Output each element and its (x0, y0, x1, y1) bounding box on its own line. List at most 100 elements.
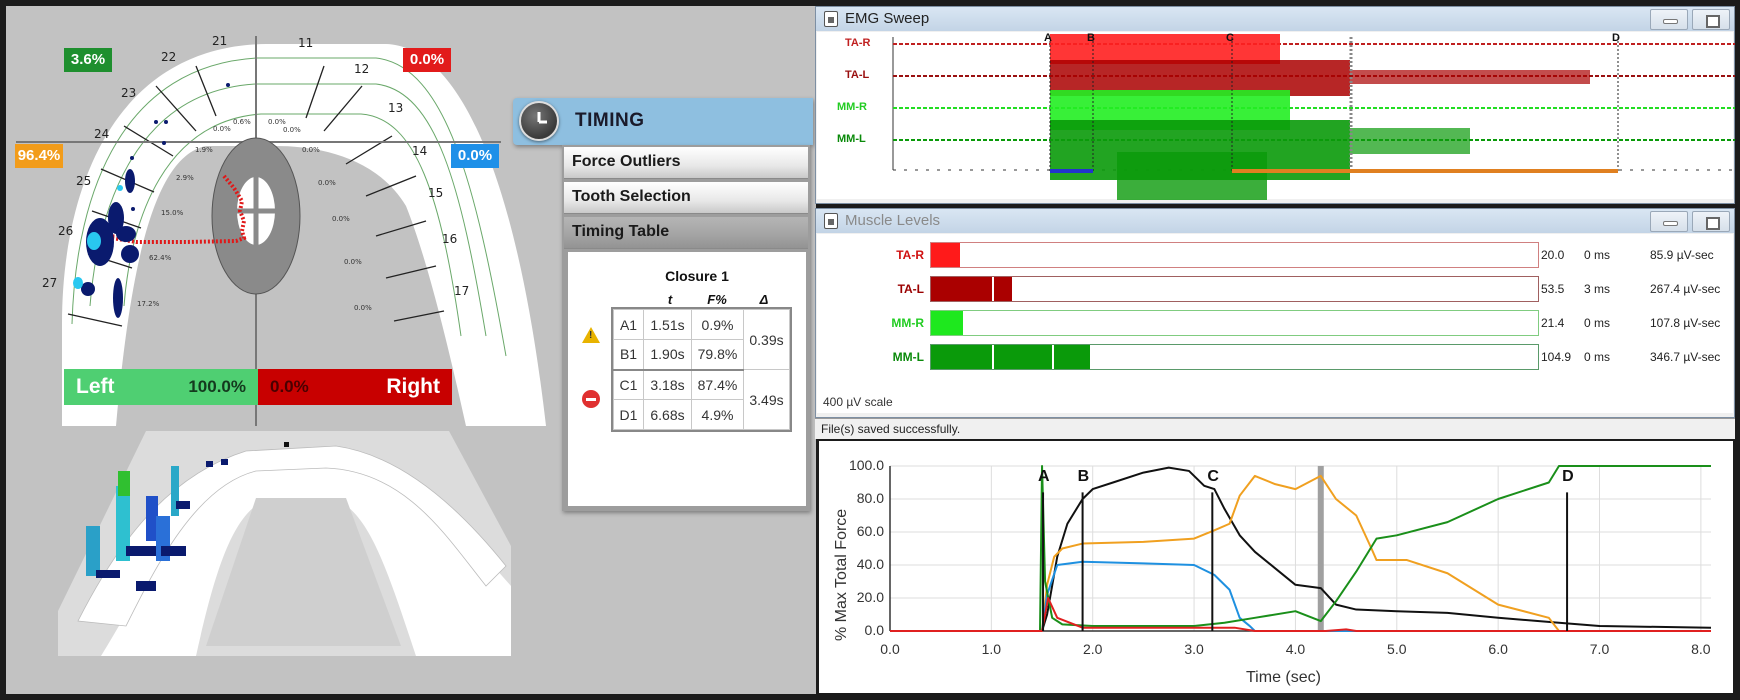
force-plot-area[interactable] (819, 441, 1733, 693)
maximize-button[interactable] (1692, 211, 1730, 232)
row-id: B1 (613, 339, 644, 371)
col-head-fpct: F% (707, 292, 727, 307)
force-marker-c[interactable]: C (1207, 468, 1219, 485)
tooth-pct-16: 0.0% (344, 258, 362, 266)
table-row[interactable]: C1 3.18s 87.4% 3.49s (613, 369, 790, 430)
x-tick-label: 7.0 (1589, 641, 1610, 657)
muscle-label-mm-l: MM-L (892, 350, 924, 364)
force-marker-d[interactable]: D (1562, 468, 1574, 485)
tooth-label-26[interactable]: 26 (58, 224, 74, 238)
x-tick-label: 3.0 (1184, 641, 1204, 657)
left-value: 100.0% (188, 377, 246, 396)
muscle-delay: 0 ms (1584, 316, 1611, 330)
row-t: 1.90s (643, 339, 692, 371)
menu-timing-table[interactable]: Timing Table (564, 217, 808, 249)
force-vs-time-chart[interactable]: 0.0 1.0 2.0 3.0 4.0 5.0 6.0 7.0 8.0 0.0 20.0 40.0 60… (819, 441, 1733, 693)
table-row[interactable]: D1 6.68s 4.9% (613, 399, 790, 430)
muscle-levels-body: TA-R 20.0 0 ms 85.9 µV-sec TA-L 53.5 3 m… (817, 234, 1733, 413)
tooth-label-13[interactable]: 13 (388, 101, 404, 115)
tooth-label-17[interactable]: 17 (454, 284, 470, 298)
muscle-integral: 346.7 µV-sec (1650, 350, 1721, 364)
top-right-pct-badge: 0.0% (403, 48, 451, 72)
tooth-label-23[interactable]: 23 (121, 86, 137, 100)
muscle-levels-window: Muscle Levels TA-R 20.0 0 ms 85.9 µV-sec… (815, 208, 1735, 418)
channel-label-ta-r: TA-R (845, 37, 871, 49)
muscle-bar-mm-r (930, 310, 1539, 336)
emg-sweep-plot[interactable]: TA-R TA-L MM-R MM-L (817, 32, 1735, 200)
tooth-pct-11: 0.0% (268, 118, 286, 126)
emg-sweep-window: EMG Sweep TA-R TA-L MM-R MM-L (815, 6, 1735, 204)
left-balance-bar: Left 100.0% (64, 369, 258, 405)
muscle-delay: 3 ms (1584, 282, 1611, 296)
timing-table: A1 1.51s 0.9% 0.39s B1 1.90s 79.8% C1 3.… (611, 307, 792, 432)
minimize-button[interactable] (1650, 9, 1688, 30)
timing-table-content: Closure 1 t F% Δ ! A1 1.51s 0.9% 0.39s B… (568, 252, 806, 506)
delta-cd: 3.49s (743, 369, 790, 430)
tooth-label-27[interactable]: 27 (42, 276, 58, 290)
muscle-levels-titlebar[interactable]: Muscle Levels (816, 209, 1734, 233)
menu-force-outliers[interactable]: Force Outliers (564, 147, 808, 179)
force-marker-a[interactable]: A (1038, 468, 1050, 485)
arch-background (62, 44, 546, 426)
timing-panel-header[interactable]: TIMING (513, 98, 813, 145)
row-f: 0.9% (691, 309, 744, 340)
row-f: 87.4% (691, 369, 744, 400)
emg-sweep-titlebar[interactable]: EMG Sweep (816, 7, 1734, 31)
y-tick-label: 0.0 (864, 622, 884, 638)
clock-icon (519, 101, 559, 141)
arch-2d-view[interactable] (6, 6, 816, 694)
arch-3d-view[interactable] (58, 431, 511, 656)
x-tick-label: 2.0 (1082, 641, 1103, 657)
muscle-value: 21.4 (1541, 316, 1565, 330)
x-tick-label: 1.0 (981, 641, 1002, 657)
tooth-pct-12: 0.0% (283, 126, 301, 134)
row-t: 3.18s (643, 369, 692, 400)
document-icon (824, 213, 838, 229)
muscle-delay: 0 ms (1584, 350, 1611, 364)
col-head-delta: Δ (759, 292, 769, 307)
x-tick-label: 6.0 (1488, 641, 1508, 657)
tooth-label-12[interactable]: 12 (354, 62, 370, 76)
muscle-bar-ta-r (930, 242, 1539, 268)
right-value: 0.0% (270, 377, 309, 396)
timing-title: TIMING (575, 110, 645, 131)
tooth-label-15[interactable]: 15 (428, 186, 444, 200)
muscle-delay: 0 ms (1584, 248, 1611, 262)
table-row[interactable]: A1 1.51s 0.9% 0.39s (613, 309, 790, 370)
col-head-t: t (667, 292, 673, 307)
tooth-label-16[interactable]: 16 (442, 232, 458, 246)
emg-marker-d: D (1612, 32, 1620, 44)
mid-right-pct-badge: 0.0% (451, 144, 499, 168)
force-marker-b[interactable]: B (1077, 468, 1090, 485)
menu-tooth-selection[interactable]: Tooth Selection (564, 182, 808, 214)
y-tick-label: 60.0 (856, 523, 884, 539)
tooth-pct-25: 15.0% (161, 209, 184, 217)
status-bar: File(s) saved successfully. (815, 418, 1735, 439)
minimize-button[interactable] (1650, 211, 1688, 232)
row-id: A1 (613, 309, 644, 340)
tooth-label-24[interactable]: 24 (94, 127, 110, 141)
tooth-pct-22: 0.0% (213, 125, 231, 133)
tooth-pct-21: 0.6% (233, 118, 251, 126)
row-id: D1 (613, 399, 644, 430)
channel-label-mm-l: MM-L (837, 133, 866, 145)
scale-label: 400 µV scale (823, 395, 893, 409)
muscle-value: 104.9 (1541, 350, 1572, 364)
tooth-pct-23: 1.9% (195, 146, 213, 154)
tooth-label-21[interactable]: 21 (212, 34, 228, 48)
tooth-pct-17: 0.0% (354, 304, 372, 312)
tooth-pct-27: 17.2% (137, 300, 160, 308)
y-tick-label: 40.0 (856, 556, 884, 572)
tooth-label-14[interactable]: 14 (412, 144, 428, 158)
table-row[interactable]: B1 1.90s 79.8% (613, 339, 790, 371)
x-tick-label: 4.0 (1285, 641, 1306, 657)
x-tick-label: 8.0 (1691, 641, 1711, 657)
maximize-button[interactable] (1692, 9, 1730, 30)
tooth-label-25[interactable]: 25 (76, 174, 92, 188)
delta-ab: 0.39s (743, 309, 790, 370)
tooth-label-11[interactable]: 11 (298, 36, 314, 50)
occlusion-panel: 3.6% 0.0% 96.4% 0.0% 21 22 23 24 25 26 2… (6, 6, 816, 694)
stop-icon (582, 390, 600, 408)
tooth-label-22[interactable]: 22 (161, 50, 177, 64)
